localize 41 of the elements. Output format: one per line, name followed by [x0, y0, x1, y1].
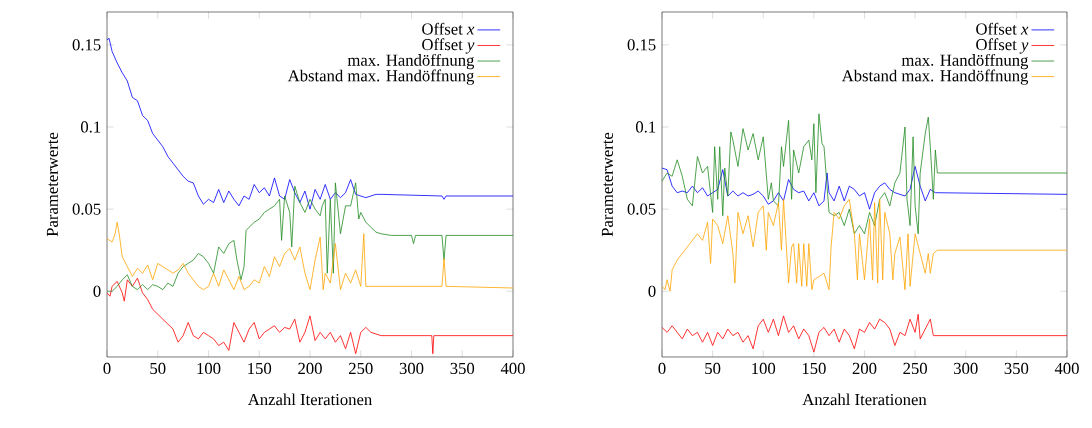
- x-tick-label: 250: [903, 362, 927, 375]
- x-tick-label: 150: [248, 362, 272, 375]
- legend-label: Offset x: [422, 22, 475, 35]
- x-tick-label: 350: [450, 362, 475, 375]
- x-tick-label: 200: [852, 362, 877, 375]
- x-axis-title: Anzahl Iterationen: [247, 393, 372, 406]
- y-tick-label: 0: [93, 285, 101, 297]
- line-series: [662, 113, 1067, 235]
- x-tick-label: 400: [500, 362, 525, 375]
- y-axis-title: Parameterwerte: [46, 132, 58, 237]
- x-tick-label: 300: [399, 362, 424, 375]
- y-tick-label: 0.1: [80, 121, 101, 133]
- x-tick-label: 0: [658, 362, 666, 375]
- x-tick-label: 50: [705, 362, 721, 375]
- x-tick-label: 150: [802, 362, 826, 375]
- legend-label: Abstand max. Handöffnung: [841, 69, 1029, 85]
- x-tick-label: 350: [1004, 362, 1029, 375]
- x-tick-label: 300: [954, 362, 978, 375]
- legend-label: Offset y: [976, 38, 1029, 54]
- x-tick-label: 250: [348, 362, 373, 375]
- x-tick-label: 400: [1054, 362, 1079, 375]
- legend-label: Abstand max. Handöffnung: [287, 69, 475, 85]
- y-tick-label: 0.1: [635, 121, 656, 133]
- y-tick-label: 0: [648, 285, 656, 297]
- legend-label: max. Handöffnung: [347, 53, 475, 70]
- x-tick-label: 200: [298, 362, 322, 375]
- x-tick-label: 100: [752, 362, 776, 375]
- x-tick-label: 100: [197, 362, 221, 375]
- y-tick-label: 0.15: [627, 39, 656, 51]
- y-tick-label: 0.05: [627, 203, 656, 215]
- x-axis-title: Anzahl Iterationen: [802, 393, 927, 406]
- x-tick-label: 50: [150, 362, 166, 375]
- legend-label: Offset y: [422, 38, 475, 54]
- y-tick-label: 0.05: [72, 203, 101, 215]
- legend-label: Offset x: [976, 22, 1029, 35]
- x-tick-label: 0: [103, 362, 111, 375]
- line-series: [662, 166, 1067, 210]
- y-axis-title: Parameterwerte: [601, 132, 613, 237]
- legend-label: max. Handöffnung: [901, 53, 1029, 70]
- line-series: [662, 313, 1067, 353]
- y-tick-label: 0.15: [72, 39, 101, 51]
